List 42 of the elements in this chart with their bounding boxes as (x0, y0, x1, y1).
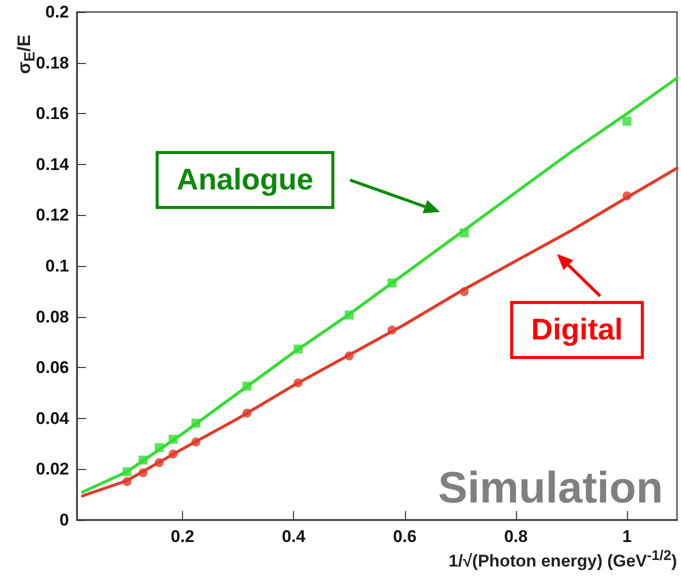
point (122, 477, 132, 486)
y-tick-label: 0 (60, 510, 69, 530)
point (191, 438, 200, 447)
point (191, 418, 200, 428)
point (344, 310, 354, 320)
y-tick-label: 0.06 (36, 358, 69, 378)
point (388, 278, 396, 288)
point (168, 449, 178, 458)
x-axis-title: 1/√(Photon energy) (GeV$^{-1/2}$) (448, 548, 677, 572)
point (242, 382, 252, 391)
x-tick-label: 1 (622, 527, 632, 546)
y-tick-label: 0.02 (36, 460, 69, 479)
x-tick-label: 0.8 (504, 527, 528, 546)
point (154, 458, 164, 468)
x-tick-label: 0.4 (282, 527, 306, 546)
point (344, 351, 354, 360)
point (622, 191, 632, 200)
y-tick-label: 0.16 (36, 104, 69, 124)
annotation: Analogue (176, 164, 314, 196)
x-tick-label: 0.6 (392, 527, 417, 546)
point (622, 116, 632, 126)
y-tick-label: 0.1 (45, 256, 69, 276)
y-tick-label: 0.12 (36, 206, 69, 225)
y-tick-label: 0.18 (36, 53, 69, 72)
annotation: Simulation (438, 464, 664, 512)
y-tick-label: 0.2 (45, 2, 69, 22)
point (388, 326, 396, 335)
point (242, 408, 252, 418)
point (168, 434, 178, 444)
point (294, 378, 303, 388)
y-tick-label: 0.14 (36, 154, 70, 174)
point (460, 228, 469, 238)
point (154, 443, 164, 452)
point (294, 344, 303, 354)
point (138, 468, 148, 478)
point (138, 456, 148, 465)
y-tick-label: 0.04 (36, 408, 70, 428)
point (122, 467, 132, 476)
y-tick-label: 0.08 (36, 307, 69, 326)
point (460, 287, 469, 296)
x-tick-label: 0.2 (170, 527, 194, 546)
annotation: Digital (531, 314, 623, 346)
